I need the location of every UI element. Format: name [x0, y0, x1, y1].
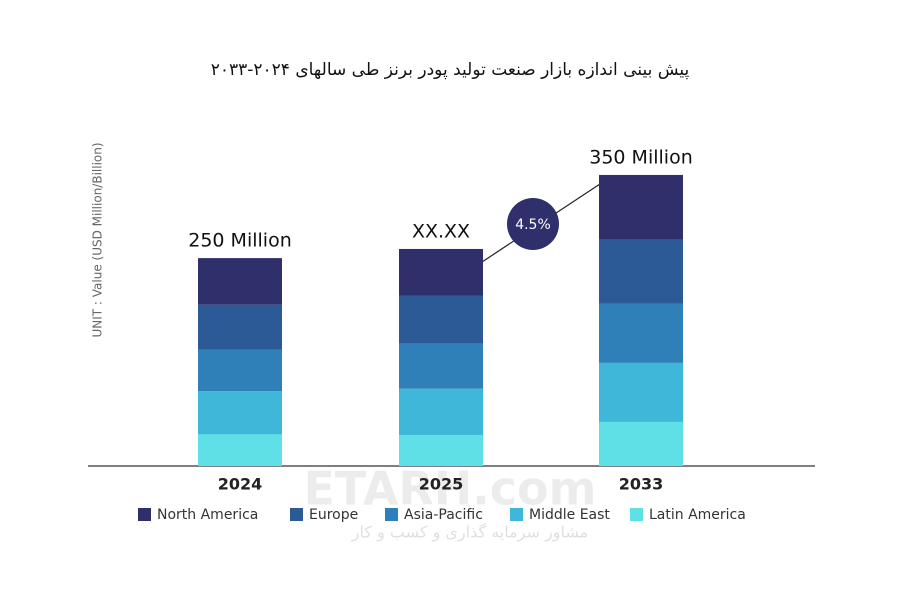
bar-total-label: 250 Million	[188, 230, 291, 252]
bar-segment	[599, 239, 683, 304]
bar-segment	[399, 343, 483, 389]
bar-segment	[599, 303, 683, 363]
chart-title: پیش بینی اندازه بازار صنعت تولید پودر بر…	[211, 60, 690, 80]
x-tick-label: 2033	[619, 475, 664, 494]
legend-swatch	[630, 508, 643, 521]
watermark-subtitle: مشاور سرمایه گذاری و کسب و کار	[351, 523, 588, 543]
bar-total-label: 350 Million	[589, 146, 692, 168]
x-tick-label: 2025	[419, 475, 464, 494]
watermark: ETARH.com	[303, 462, 596, 516]
bar-segment	[599, 362, 683, 422]
bar-segment	[198, 258, 282, 305]
bar-segment	[599, 174, 683, 240]
bar-segment	[198, 304, 282, 350]
x-tick-label: 2024	[218, 475, 263, 494]
legend-label: Europe	[309, 507, 358, 523]
legend-swatch	[385, 508, 398, 521]
legend-swatch	[290, 508, 303, 521]
y-axis-label: UNIT : Value (USD Million/Billion)	[91, 142, 105, 337]
bar-segment	[399, 435, 483, 466]
annotation: 4.5%	[515, 217, 551, 233]
bar-segment	[198, 391, 282, 435]
legend-label: Asia-Pacific	[404, 507, 483, 523]
bar-segment	[198, 349, 282, 392]
growth-badge	[507, 198, 559, 250]
bar-total-label: XX.XX	[412, 220, 470, 242]
bar-segment	[399, 248, 483, 296]
legend-label: Latin America	[649, 507, 746, 523]
legend-label: North America	[157, 507, 258, 523]
bar-segment	[198, 434, 282, 466]
legend-swatch	[510, 508, 523, 521]
bar-segment	[599, 421, 683, 466]
bar-segment	[399, 295, 483, 344]
legend-swatch	[138, 508, 151, 521]
bar-segment	[399, 388, 483, 436]
legend-label: Middle East	[529, 507, 610, 523]
